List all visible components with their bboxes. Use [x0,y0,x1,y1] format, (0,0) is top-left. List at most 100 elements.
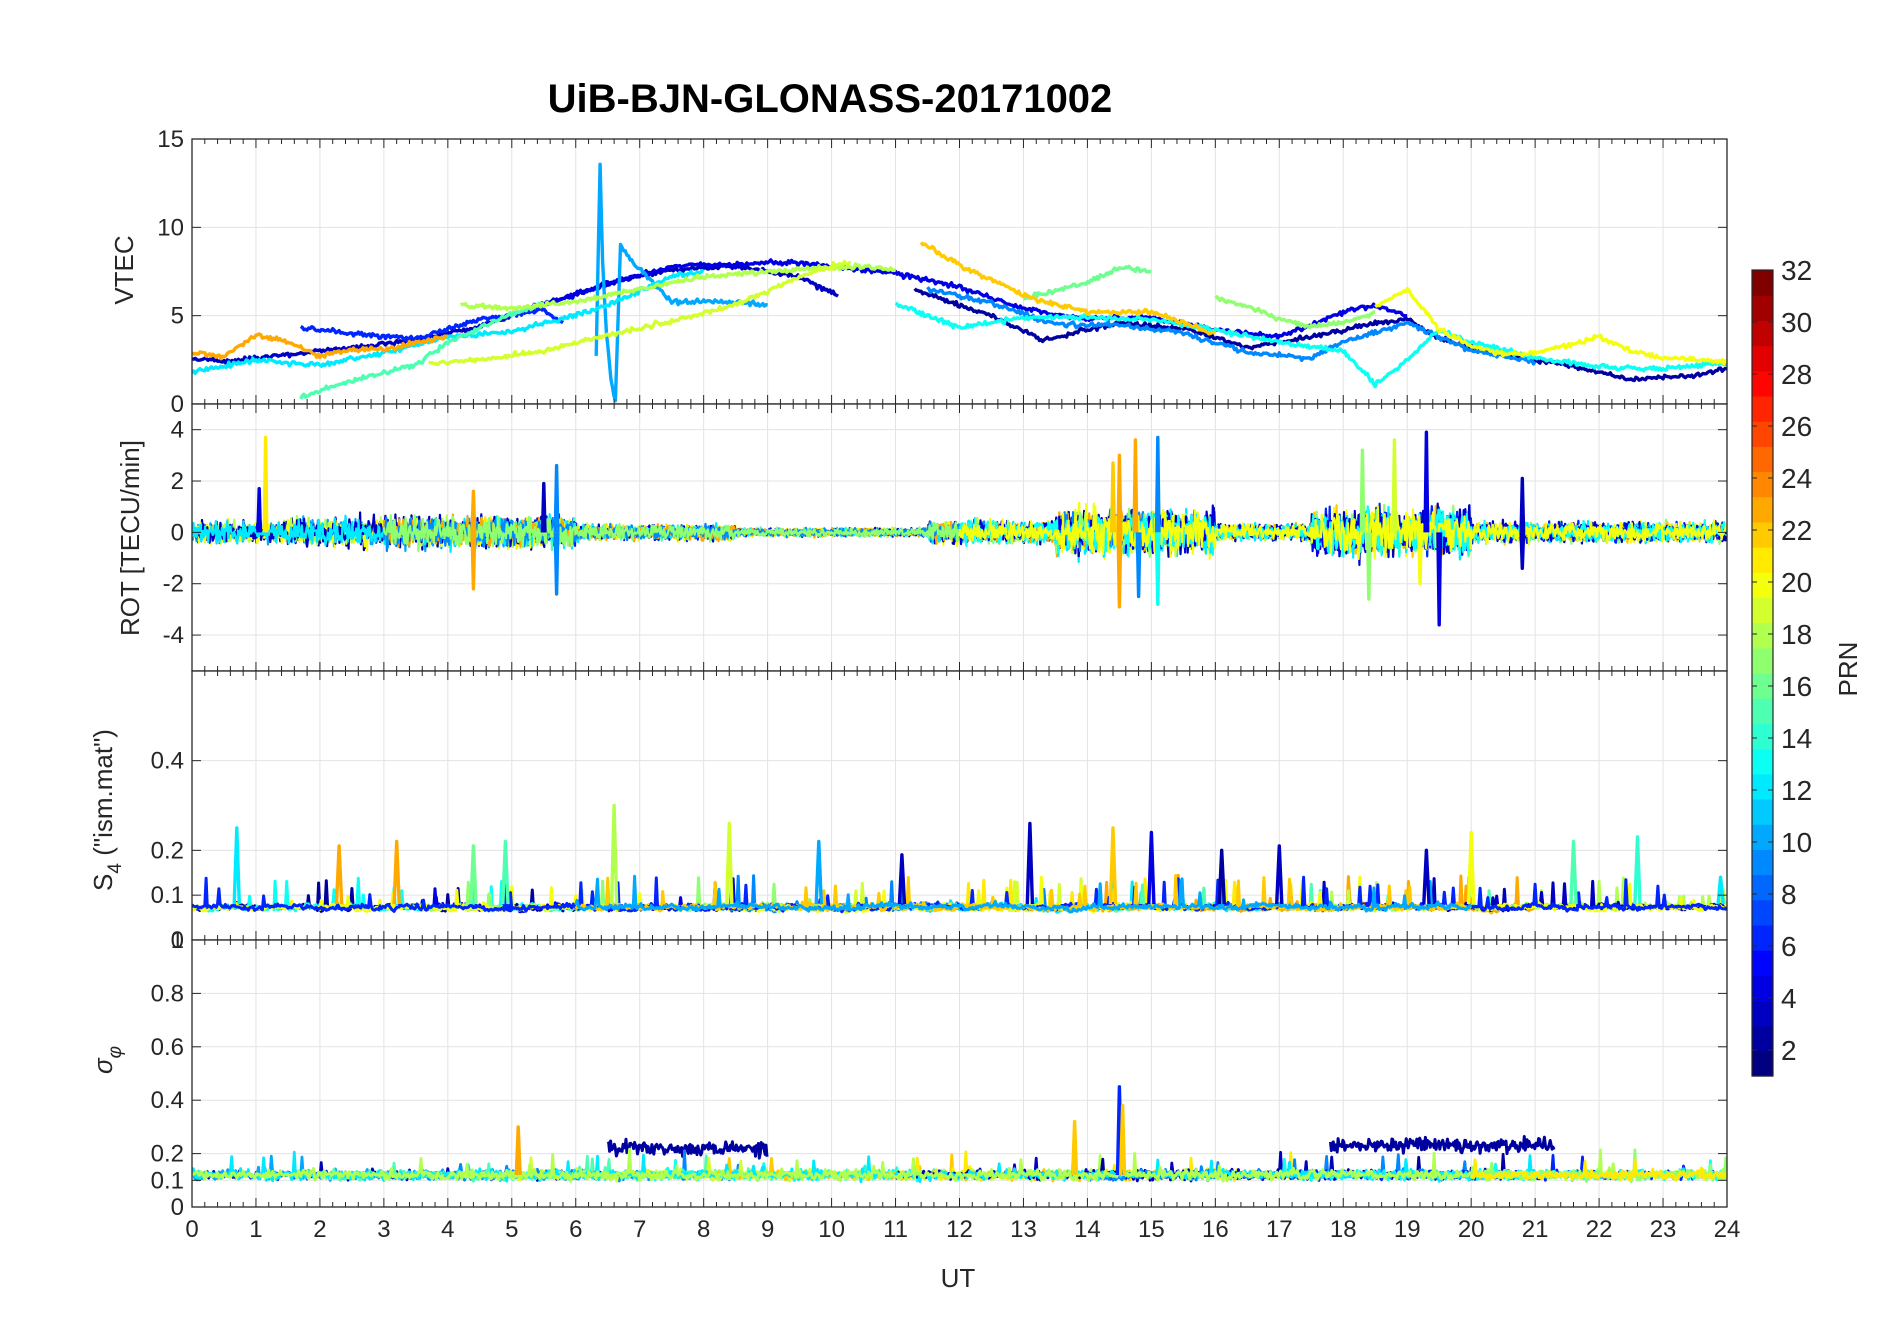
colorbar-level [1752,496,1773,523]
vtec-series-prn-2 [913,287,1727,383]
vtec-panel: 0 5 10 15 [157,126,1728,418]
colorbar-tick-label: 4 [1781,983,1797,1014]
colorbar-level [1752,547,1773,573]
colorbar-level [1752,647,1773,674]
y-tick-label: 1 [171,927,184,954]
x-tick-label: 24 [1714,1216,1741,1243]
rot-spike-prn-22 [1110,461,1116,533]
colorbar-level [1752,748,1773,775]
vtec-series-prn-20 [1374,286,1727,366]
colorbar-frame [1751,269,1774,1077]
colorbar-level [1752,622,1773,649]
colorbar-level [1752,521,1773,548]
sigma-phi-ylabel-base: σ [88,1057,118,1074]
y-tick-label: 0 [171,391,184,418]
sigma-phi-ylabel: σφ [88,1046,126,1074]
x-axis-label: UT [941,1263,976,1293]
rot-spike-prn-23 [470,489,477,533]
colorbar-label: PRN [1833,642,1863,697]
rot-spike-prn-13 [1154,532,1161,606]
x-tick-label: 13 [1010,1216,1037,1243]
s4-spike-prn-20 [1466,830,1476,905]
s4-spike-prn-12 [232,826,241,905]
rot-spike-prn-9 [553,532,560,596]
colorbar-level [1752,698,1773,724]
colorbar-level [1752,471,1773,498]
s4-spike-prn-16 [469,844,478,905]
sigma-phi-panel: 00.10.20.40.60.810 1 2 3 4 5 6 7 8 9 10 11 12 13 14 15 1… [151,927,1741,1243]
s4-spike-prn-3 [1422,848,1431,905]
colorbar-level [1752,320,1773,347]
sigma-trace-prn-21 [1469,1158,1727,1182]
sigma-phi-ylabel-sub: φ [105,1046,126,1058]
colorbar-level [1752,370,1773,397]
rot-spike-prn-3 [540,481,547,533]
y-tick-label: 2 [171,468,184,495]
s4-spike-prn-3 [1025,821,1035,905]
y-tick-label: 10 [157,214,184,241]
y-tick-label: -2 [163,571,184,598]
s4-spike-prn-4 [1147,830,1156,905]
data-layer [192,162,1727,403]
colorbar-level [1752,597,1773,624]
rot-spike-prn-23 [1116,532,1123,609]
figure-title: UiB-BJN-GLONASS-20171002 [548,77,1113,121]
sigma-burst-prn-2 [1329,1135,1556,1156]
colorbar-tick-label: 6 [1781,931,1797,962]
rot-spike-prn-9 [1154,435,1161,533]
x-tick-label: 8 [697,1216,710,1243]
s4-spike-prn-3 [897,853,907,905]
y-tick-label: 0 [171,927,184,954]
colorbar-tick-label: 18 [1781,619,1812,650]
x-tick-label: 0 [185,1216,198,1243]
rot-spike-prn-3 [1519,532,1526,570]
x-tick-label: 20 [1458,1216,1485,1243]
rot-spike-prn-4 [256,487,263,533]
y-tick-label: 0.8 [151,980,184,1007]
y-tick-label: 4 [171,417,184,444]
vtec-series-prn-12 [192,268,705,375]
y-tick-label: 15 [157,126,184,153]
colorbar-tick-label: 8 [1781,879,1797,910]
x-tick-label: 5 [505,1216,518,1243]
x-tick-label: 16 [1202,1216,1229,1243]
colorbar-tick-label: 20 [1781,567,1812,598]
x-tick-label: 11 [883,1216,908,1243]
x-tick-label: 3 [377,1216,390,1243]
data-layer [192,803,1727,915]
s4-panel: 0 0.1 0.2 0.4 [151,670,1728,954]
x-tick-label: 6 [569,1216,582,1243]
colorbar-level [1752,270,1773,296]
s4-spike-prn-14 [1633,835,1642,905]
vtec-series-prn-13 [894,301,1727,389]
colorbar-level [1752,295,1773,321]
x-tick-label: 15 [1138,1216,1165,1243]
rot-spike-prn-9 [1135,532,1142,599]
s4-spike-prn-22 [1108,826,1118,905]
colorbar-level [1752,924,1773,951]
s4-ylabel-sub: 4 [105,863,126,874]
colorbar-tick-label: 24 [1781,463,1812,494]
rot-spike-prn-4 [1436,532,1443,627]
vtec-series-prn-4 [529,258,1408,341]
s4-spike-prn-23 [334,844,344,905]
sigma-spike-prn-22 [1071,1119,1079,1176]
rot-spike-prn-19 [1391,438,1398,533]
s4-spike-prn-3 [1275,844,1284,905]
x-tick-label: 10 [818,1216,845,1243]
y-tick-label: 0.1 [151,882,184,909]
s4-ylabel-rest: ("ism.mat") [88,729,118,863]
colorbar-level [1752,849,1773,876]
sigma-burst-prn-2 [606,1137,769,1160]
x-tick-label: 23 [1650,1216,1677,1243]
vtec-series-prn-19 [428,259,851,367]
colorbar-level [1752,572,1773,599]
rot-spike-prn-21 [262,435,269,533]
colorbar-level [1752,1000,1773,1027]
data-layer [192,430,1727,627]
rot-spike-prn-17 [1359,448,1366,533]
s4-ylabel: S4 ("ism.mat") [88,729,126,891]
colorbar-tick-label: 26 [1781,411,1812,442]
